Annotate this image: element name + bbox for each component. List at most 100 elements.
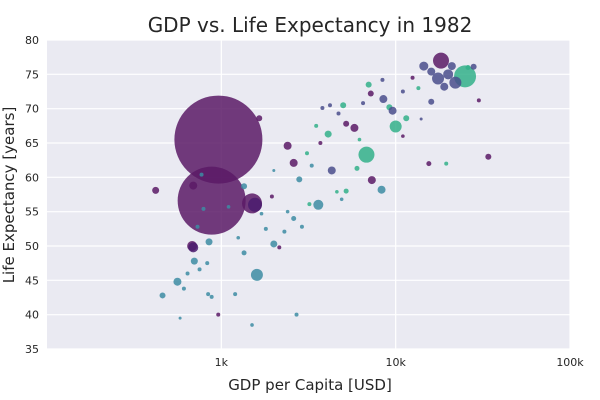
data-point	[343, 188, 349, 194]
y-tick-label: 55	[25, 206, 39, 219]
data-point	[485, 153, 492, 160]
data-point	[304, 151, 309, 156]
data-point	[377, 185, 386, 194]
data-point	[206, 292, 211, 297]
data-point	[296, 176, 303, 183]
data-point	[447, 62, 456, 71]
data-point	[365, 81, 372, 88]
data-point	[361, 101, 366, 106]
data-point	[427, 67, 436, 76]
data-point	[188, 242, 199, 253]
y-tick-label: 50	[25, 240, 39, 253]
data-point	[272, 168, 276, 172]
x-tick-label: 1k	[215, 356, 229, 369]
data-point	[250, 268, 263, 281]
data-point	[233, 292, 238, 297]
data-point	[291, 216, 297, 222]
data-point	[320, 105, 325, 110]
data-point	[159, 292, 166, 299]
x-axis-label: GDP per Capita [USD]	[228, 376, 392, 394]
data-point	[350, 123, 359, 132]
data-point	[440, 82, 449, 91]
data-point	[476, 98, 481, 103]
y-tick-label: 75	[25, 68, 39, 81]
data-point	[324, 130, 332, 138]
data-point	[339, 197, 344, 202]
grid	[47, 39, 571, 350]
data-points	[152, 52, 492, 327]
data-point	[177, 166, 246, 235]
data-point	[426, 161, 432, 167]
data-point	[241, 250, 247, 256]
data-point	[327, 166, 336, 175]
data-point	[358, 146, 375, 163]
data-point	[388, 106, 397, 115]
y-tick-label: 35	[25, 343, 39, 356]
data-point	[248, 197, 263, 212]
data-point	[343, 120, 350, 127]
data-point	[327, 103, 332, 108]
data-point	[190, 257, 198, 265]
data-point	[401, 134, 405, 138]
y-axis-label: Life Expectancy [years]	[0, 107, 18, 284]
data-point	[336, 111, 341, 116]
data-point	[259, 211, 264, 216]
data-point	[357, 137, 362, 142]
data-point	[318, 141, 323, 145]
data-point	[433, 52, 450, 69]
data-point	[181, 286, 186, 291]
data-point	[416, 86, 421, 91]
data-point	[283, 141, 292, 150]
data-point	[367, 176, 376, 185]
data-point	[173, 277, 182, 286]
data-point	[419, 117, 423, 121]
x-tick-label: 100k	[556, 356, 584, 369]
data-point	[205, 261, 210, 266]
data-point	[444, 161, 449, 166]
data-point	[185, 271, 190, 276]
data-point	[465, 64, 471, 70]
data-point	[256, 115, 263, 122]
data-point	[470, 63, 477, 70]
chart-title: GDP vs. Life Expectancy in 1982	[148, 13, 473, 37]
data-point	[354, 165, 360, 171]
data-point	[226, 205, 231, 209]
data-point	[307, 202, 312, 207]
data-point	[269, 194, 274, 199]
data-point	[403, 115, 410, 122]
data-point	[335, 189, 339, 194]
plot-background	[47, 40, 570, 349]
data-point	[314, 123, 319, 128]
data-point	[285, 209, 290, 214]
data-point	[178, 316, 182, 320]
data-point	[205, 238, 213, 246]
data-point	[241, 183, 248, 190]
data-point	[443, 69, 454, 80]
data-point	[250, 323, 254, 327]
data-point	[309, 163, 314, 168]
data-point	[389, 120, 402, 133]
data-point	[197, 267, 202, 272]
data-point	[340, 102, 347, 109]
data-point	[449, 76, 462, 89]
data-point	[299, 224, 304, 229]
y-tick-label: 60	[25, 171, 39, 184]
data-point	[313, 199, 324, 210]
data-point	[189, 181, 198, 190]
data-point	[270, 240, 278, 248]
data-point	[432, 72, 445, 85]
data-point	[174, 95, 263, 184]
data-point	[400, 89, 405, 94]
x-tick-labels: 1k 10k 100k	[215, 356, 585, 369]
data-point	[195, 224, 200, 229]
data-point	[216, 312, 221, 317]
data-point	[277, 245, 282, 250]
data-point	[201, 206, 206, 211]
data-point	[419, 61, 429, 71]
y-tick-label: 45	[25, 274, 39, 287]
y-tick-label: 70	[25, 103, 39, 116]
data-point	[209, 294, 214, 299]
data-point	[152, 186, 160, 194]
data-point	[199, 172, 204, 177]
